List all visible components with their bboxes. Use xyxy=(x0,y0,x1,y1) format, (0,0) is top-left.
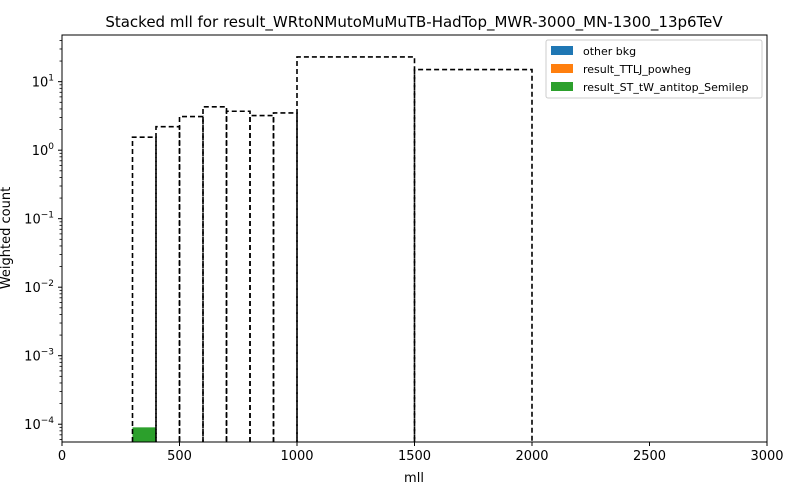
x-tick-label-1: 500 xyxy=(167,449,192,464)
y-axis: 10−4 10−3 10−2 10−1 100 101 xyxy=(24,40,62,440)
legend-swatch-0 xyxy=(551,46,573,55)
x-tick-label-4: 2000 xyxy=(515,449,548,464)
x-tick-label-2: 1000 xyxy=(280,449,313,464)
y-tick-label-1: 10−3 xyxy=(24,348,54,365)
plot-area xyxy=(131,56,533,442)
x-tick-label-5: 2500 xyxy=(633,449,666,464)
legend-label-1: result_TTLJ_powheg xyxy=(583,63,691,76)
legend-label-2: result_ST_tW_antitop_Semilep xyxy=(583,81,748,94)
chart-title: Stacked mll for result_WRtoNMutoMuMuTB-H… xyxy=(105,13,723,32)
y-tick-label-0: 10−4 xyxy=(24,416,54,433)
legend: other bkg result_TTLJ_powheg result_ST_tW_… xyxy=(545,39,763,99)
y-tick-label-2: 10−2 xyxy=(24,279,54,296)
x-tick-label-3: 1500 xyxy=(398,449,431,464)
legend-swatch-1 xyxy=(551,64,573,73)
legend-box xyxy=(545,39,763,99)
y-tick-label-4: 100 xyxy=(32,142,55,159)
legend-label-0: other bkg xyxy=(583,45,636,58)
x-axis: 0 500 1000 1500 2000 2500 3000 xyxy=(58,442,784,464)
y-tick-label-5: 101 xyxy=(32,74,54,91)
step-bin-8 xyxy=(413,68,533,442)
x-tick-label-6: 3000 xyxy=(750,449,783,464)
y-tick-label-3: 10−1 xyxy=(24,211,54,228)
step-bin-1 xyxy=(155,125,181,442)
step-bin-6 xyxy=(272,112,298,442)
x-tick-label-0: 0 xyxy=(58,449,66,464)
bar-2-0 xyxy=(132,427,156,442)
step-bin-3 xyxy=(202,105,228,442)
y-axis-label: Weighted count xyxy=(0,187,14,289)
step-bin-7 xyxy=(296,56,416,442)
step-bin-2 xyxy=(178,115,204,442)
legend-swatch-2 xyxy=(551,82,573,91)
x-axis-label: mll xyxy=(404,471,424,486)
